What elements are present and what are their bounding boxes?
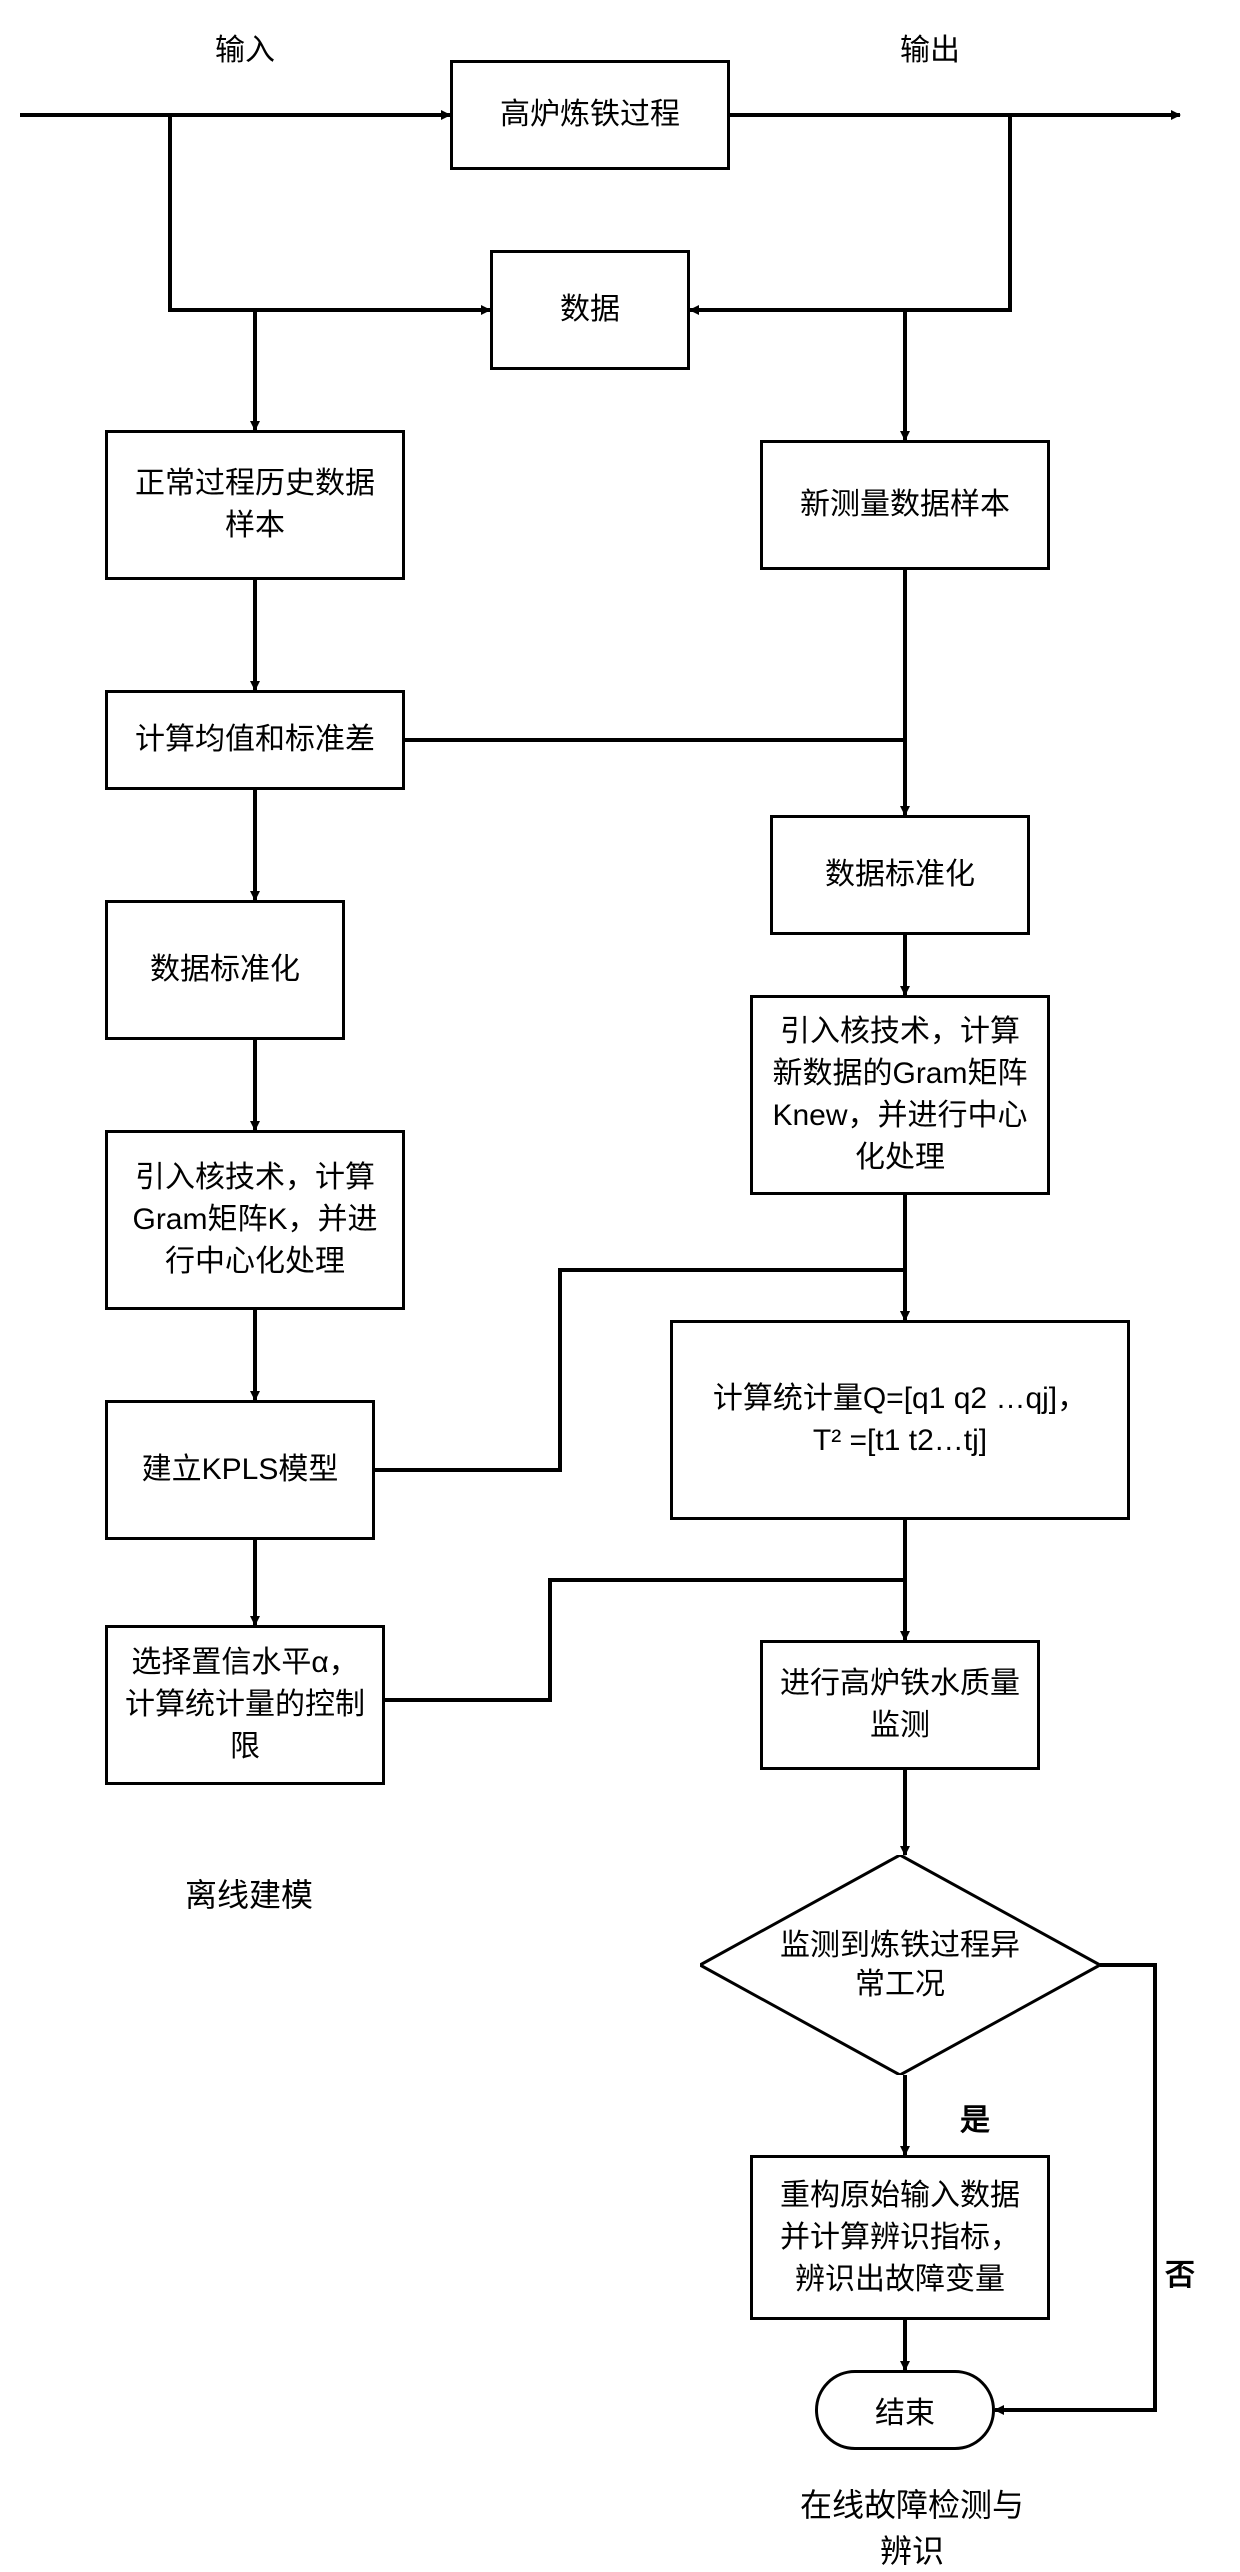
node-text: 重构原始输入数据并计算辨识指标，辨识出故障变量 [780, 2175, 1020, 2301]
node-decision: 监测到炼铁过程异常工况 [700, 1855, 1100, 2075]
label-online-section: 在线故障检测与辨识 [800, 2480, 1024, 2572]
label-no: 否 [1165, 2250, 1195, 2294]
node-text: 建立KPLS模型 [142, 1449, 339, 1491]
node-text: 新测量数据样本 [800, 484, 1010, 526]
node-process: 高炉炼铁过程 [450, 60, 730, 170]
node-text: 计算均值和标准差 [135, 719, 375, 761]
node-reconstruct: 重构原始输入数据并计算辨识指标，辨识出故障变量 [750, 2155, 1050, 2320]
node-mean-std: 计算均值和标准差 [105, 690, 405, 790]
node-text: 数据标准化 [150, 949, 300, 991]
node-kernel-left: 引入核技术，计算Gram矩阵K，并进行中心化处理 [105, 1130, 405, 1310]
node-text: 结束 [875, 2388, 935, 2432]
node-kernel-right: 引入核技术，计算新数据的Gram矩阵Knew，并进行中心化处理 [750, 995, 1050, 1195]
node-normalize-right: 数据标准化 [770, 815, 1030, 935]
node-kpls-model: 建立KPLS模型 [105, 1400, 375, 1540]
node-text: 引入核技术，计算Gram矩阵K，并进行中心化处理 [132, 1157, 377, 1283]
node-text: 高炉炼铁过程 [500, 94, 680, 136]
node-text: 引入核技术，计算新数据的Gram矩阵Knew，并进行中心化处理 [772, 1011, 1027, 1179]
node-monitor: 进行高炉铁水质量监测 [760, 1640, 1040, 1770]
node-text: 正常过程历史数据样本 [135, 463, 375, 547]
label-input: 输入 [215, 25, 275, 69]
node-text: 计算统计量Q=[q1 q2 …qj]，T² =[t1 t2…tj] [713, 1378, 1087, 1462]
label-yes: 是 [960, 2095, 990, 2139]
node-end: 结束 [815, 2370, 995, 2450]
node-text: 选择置信水平α，计算统计量的控制限 [125, 1642, 365, 1768]
node-text: 进行高炉铁水质量监测 [780, 1663, 1020, 1747]
node-text: 数据标准化 [825, 854, 975, 896]
label-output: 输出 [900, 25, 960, 69]
node-statistics: 计算统计量Q=[q1 q2 …qj]，T² =[t1 t2…tj] [670, 1320, 1130, 1520]
node-confidence: 选择置信水平α，计算统计量的控制限 [105, 1625, 385, 1785]
node-text: 监测到炼铁过程异常工况 [780, 1926, 1020, 2004]
node-text: 数据 [560, 289, 620, 331]
node-normalize-left: 数据标准化 [105, 900, 345, 1040]
label-offline-section: 离线建模 [185, 1870, 313, 1916]
node-new-measurements: 新测量数据样本 [760, 440, 1050, 570]
node-data: 数据 [490, 250, 690, 370]
node-history-samples: 正常过程历史数据样本 [105, 430, 405, 580]
